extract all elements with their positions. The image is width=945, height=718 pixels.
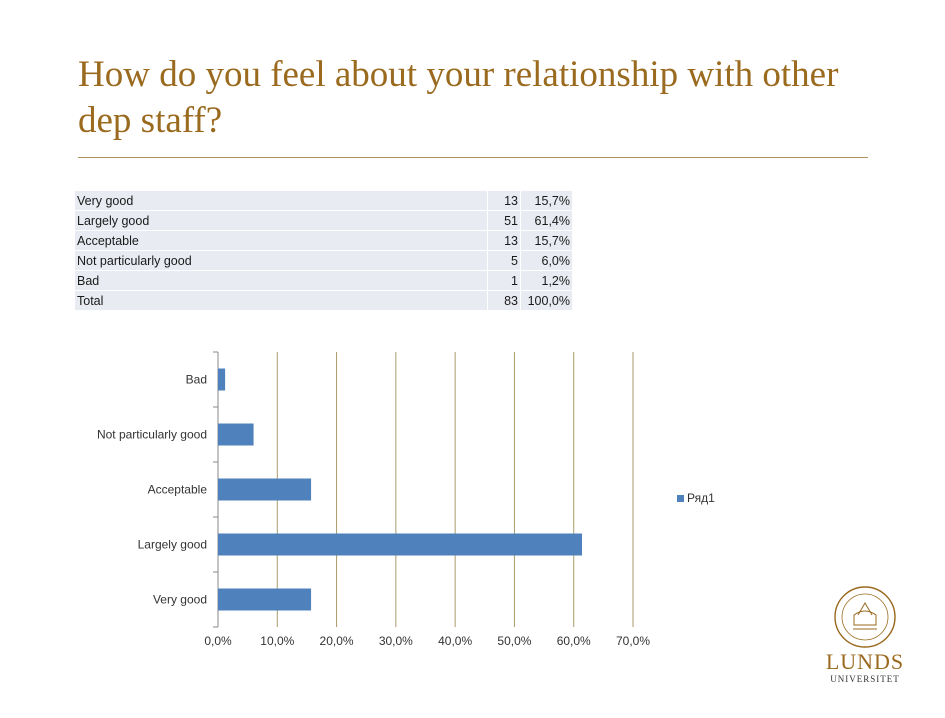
x-tick-label: 50,0% <box>497 634 531 648</box>
x-tick-label: 70,0% <box>616 634 650 648</box>
row-label: Largely good <box>75 211 487 230</box>
table-row: Acceptable 13 15,7% <box>75 231 572 250</box>
seal-outer-ring <box>834 586 896 648</box>
legend-swatch <box>677 495 684 502</box>
seal-emblem-icon <box>853 610 877 626</box>
row-count: 83 <box>487 291 520 310</box>
x-tick-label: 40,0% <box>438 634 472 648</box>
seal-inner-ring <box>841 593 889 641</box>
row-percent: 1,2% <box>520 271 572 290</box>
row-percent: 100,0% <box>520 291 572 310</box>
x-tick-label: 0,0% <box>204 634 232 648</box>
row-count: 13 <box>487 231 520 250</box>
category-label: Bad <box>186 373 207 387</box>
row-percent: 61,4% <box>520 211 572 230</box>
row-label: Bad <box>75 271 487 290</box>
bar <box>218 588 312 611</box>
row-label: Acceptable <box>75 231 487 250</box>
x-tick-label: 10,0% <box>260 634 294 648</box>
x-tick-label: 20,0% <box>320 634 354 648</box>
table-row: Total 83 100,0% <box>75 291 572 310</box>
row-count: 13 <box>487 191 520 210</box>
row-count: 1 <box>487 271 520 290</box>
table-row: Largely good 51 61,4% <box>75 211 572 230</box>
row-label: Total <box>75 291 487 310</box>
slide-title: How do you feel about your relationship … <box>78 54 839 141</box>
x-tick-label: 60,0% <box>557 634 591 648</box>
table-row: Bad 1 1,2% <box>75 271 572 290</box>
row-percent: 6,0% <box>520 251 572 270</box>
table-row: Not particularly good 5 6,0% <box>75 251 572 270</box>
x-tick-label: 30,0% <box>379 634 413 648</box>
category-label: Not particularly good <box>97 428 207 442</box>
lunds-universitet-logo: LUNDS UNIVERSITET <box>826 586 904 684</box>
row-percent: 15,7% <box>520 231 572 250</box>
bar-chart: 0,0% 10,0% 20,0% 30,0% 40,0% 50,0% 60,0% 70,0% V… <box>97 351 715 648</box>
category-label: Acceptable <box>148 483 208 497</box>
legend-label: Ряд1 <box>687 491 715 505</box>
row-percent: 15,7% <box>520 191 572 210</box>
seal-figure-icon <box>857 602 873 616</box>
row-label: Not particularly good <box>75 251 487 270</box>
bar <box>218 478 312 501</box>
bar <box>218 423 254 446</box>
bar <box>218 368 226 391</box>
bar <box>218 533 583 556</box>
row-count: 51 <box>487 211 520 230</box>
logo-wordmark: LUNDS <box>826 649 904 674</box>
row-count: 5 <box>487 251 520 270</box>
title-divider <box>78 157 868 158</box>
table-row: Very good 13 15,7% <box>75 191 572 210</box>
category-label: Very good <box>153 593 207 607</box>
row-label: Very good <box>75 191 487 210</box>
category-label: Largely good <box>138 538 207 552</box>
results-table: Very good 13 15,7% Largely good 51 61,4% Accep… <box>75 190 572 311</box>
logo-subtitle: UNIVERSITET <box>830 674 900 684</box>
